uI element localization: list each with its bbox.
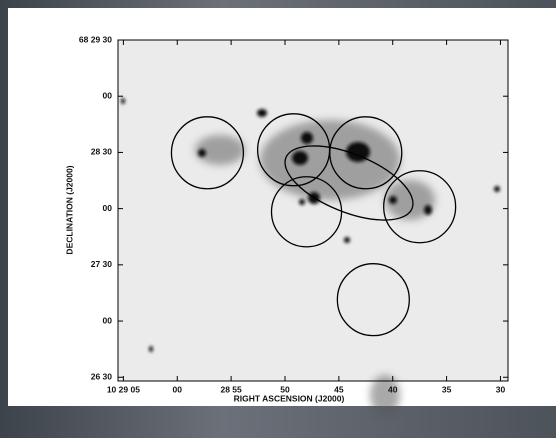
x-tick-label: 30 [496,384,506,394]
region-circle [329,116,403,190]
image-background [118,40,508,381]
x-tick-label: 50 [280,384,290,394]
region-circle [336,263,410,337]
x-tick-label: 45 [334,384,344,394]
region-circle [170,116,245,190]
region-circle [270,176,343,248]
y-tick-label: 27 30 [91,259,113,269]
region-ellipse [284,145,414,221]
y-tick-label: 28 30 [91,147,113,157]
x-tick-label: 40 [388,384,398,394]
y-tick-label: 68 29 30 [79,34,112,44]
x-tick-label: 35 [442,384,452,394]
x-tick-label: 10 29 05 [107,384,140,394]
y-tick-label: 26 30 [91,372,113,382]
y-tick-label: 00 [103,315,113,325]
y-tick-label: 00 [103,203,113,213]
image-sources [121,98,500,352]
region-circle [383,170,457,244]
plot-frame [117,39,509,382]
y-axis-label: DECLINATION (J2000) [64,165,74,254]
x-tick-label: 28 55 [220,384,242,394]
x-tick-label: 00 [173,384,183,394]
x-axis-label: RIGHT ASCENSION (J2000) [234,393,345,403]
y-tick-label: 00 [103,90,113,100]
